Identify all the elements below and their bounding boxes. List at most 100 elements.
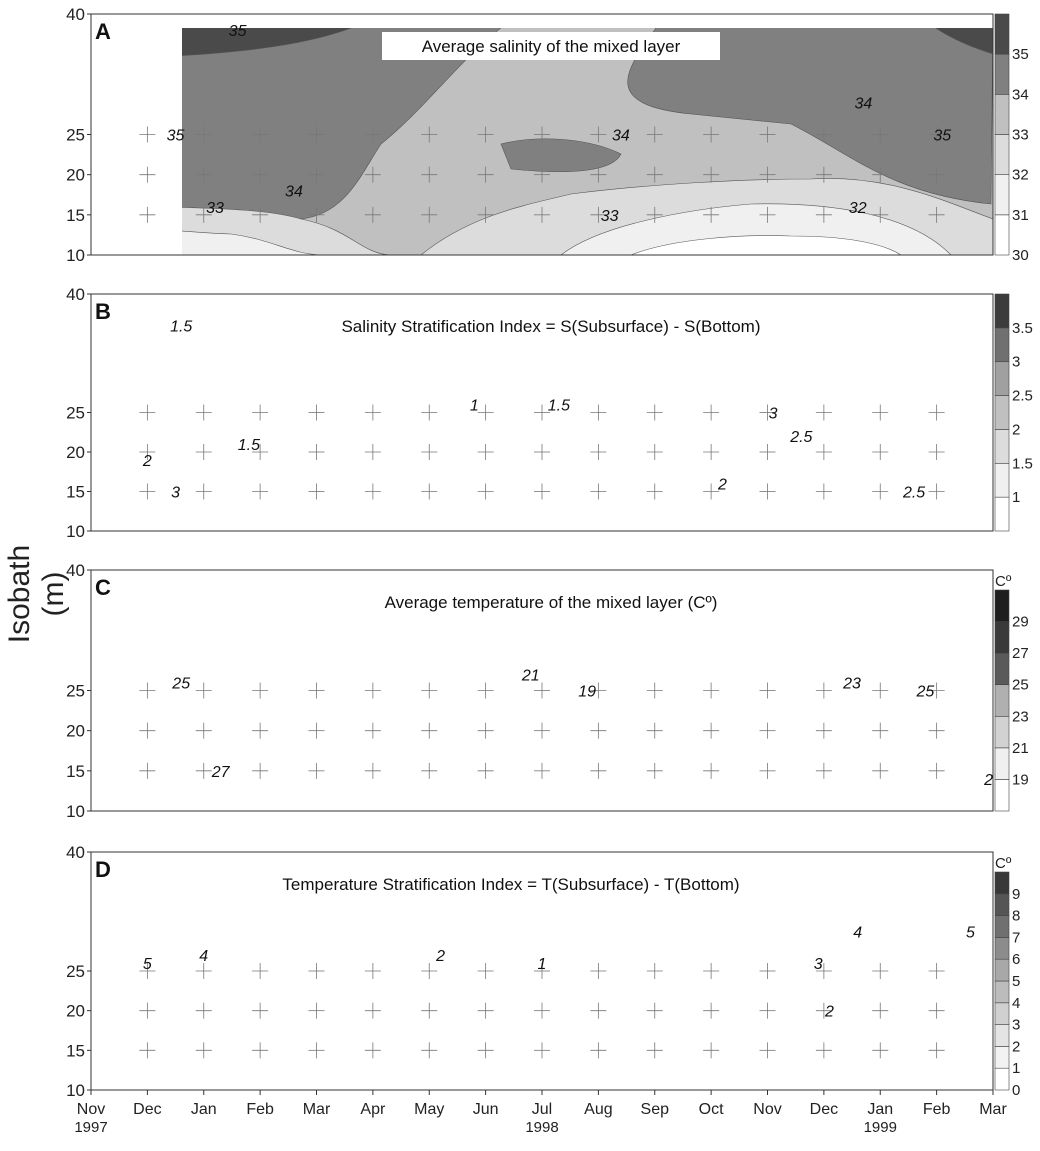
colorbar-swatch bbox=[994, 958, 1010, 982]
colorbar-swatch bbox=[994, 747, 1010, 780]
y-axis-title: Isobath (m) bbox=[3, 544, 70, 644]
contour-label: 2 bbox=[435, 948, 445, 965]
contour-region bbox=[671, 383, 852, 434]
colorbar-tick-label: 21 bbox=[1012, 740, 1029, 757]
contour-region bbox=[91, 995, 261, 1090]
y-tick-label: 10 bbox=[66, 246, 85, 265]
x-tick-year: 1999 bbox=[864, 1119, 897, 1136]
x-tick-month: Aug bbox=[584, 1101, 612, 1118]
contour-label: 35 bbox=[229, 23, 247, 40]
panel-letter: D bbox=[95, 857, 111, 882]
panel-title: Average temperature of the mixed layer (… bbox=[385, 593, 718, 612]
contour-region bbox=[91, 677, 321, 811]
x-tick-month: Dec bbox=[810, 1101, 838, 1118]
panel-title: Salinity Stratification Index = S(Subsur… bbox=[341, 317, 760, 336]
colorbar-swatch bbox=[994, 715, 1010, 749]
contour-label: 35 bbox=[167, 128, 185, 145]
colorbar-swatch bbox=[994, 915, 1010, 938]
contour-label: 3 bbox=[769, 406, 778, 423]
colorbar-tick-label: 9 bbox=[1012, 886, 1020, 903]
contour-label: 34 bbox=[854, 95, 872, 112]
contour-region bbox=[601, 465, 993, 531]
colorbar-swatch bbox=[994, 893, 1010, 916]
y-tick-label: 25 bbox=[66, 126, 85, 145]
colorbar-tick-label: 3.5 bbox=[1012, 320, 1033, 337]
y-tick-label: 20 bbox=[66, 166, 85, 185]
colorbar-tick-label: 5 bbox=[1012, 973, 1020, 990]
colorbar-tick-label: 4 bbox=[1012, 995, 1020, 1012]
panel-letter: A bbox=[95, 19, 111, 44]
contour-region bbox=[111, 937, 241, 974]
y-tick-label: 15 bbox=[66, 1041, 85, 1060]
contour-label: 33 bbox=[206, 200, 224, 217]
contour-region bbox=[911, 852, 993, 902]
colorbar-swatch bbox=[994, 937, 1010, 960]
contour-label: 2 bbox=[717, 477, 727, 494]
contour-label: 2.5 bbox=[789, 429, 812, 446]
x-tick-month: Apr bbox=[360, 1101, 386, 1118]
contour-label: 3 bbox=[171, 485, 180, 502]
contour-region bbox=[630, 235, 903, 256]
colorbar-swatch bbox=[994, 1067, 1010, 1091]
x-tick-month: Mar bbox=[979, 1101, 1007, 1118]
panel-title-box bbox=[382, 32, 720, 60]
panel-letter: B bbox=[95, 299, 111, 324]
y-tick-label: 40 bbox=[66, 285, 85, 304]
colorbar-swatch bbox=[994, 134, 1010, 175]
contour-region bbox=[500, 138, 622, 173]
contour-label: 33 bbox=[601, 208, 619, 225]
colorbar-tick-label: 25 bbox=[1012, 677, 1029, 694]
colorbar-unit: Cº bbox=[995, 855, 1012, 872]
colorbar-tick-label: 23 bbox=[1012, 708, 1029, 725]
panel-title-box bbox=[227, 870, 795, 898]
contour-label: 4 bbox=[853, 924, 862, 941]
colorbar-swatch bbox=[994, 684, 1010, 717]
panel-B: 10 15 20 25 40 B Salinity Stratification Index… bbox=[66, 285, 1033, 541]
x-tick-month: Nov bbox=[77, 1101, 105, 1118]
x-tick-month: Jan bbox=[867, 1101, 893, 1118]
colorbar-tick-label: 3 bbox=[1012, 1017, 1020, 1034]
contour-label: 3 bbox=[814, 956, 823, 973]
x-tick-month: Jun bbox=[473, 1101, 499, 1118]
colorbar-unit: Cº bbox=[995, 573, 1012, 590]
contour-region bbox=[91, 852, 241, 928]
x-tick-month: Nov bbox=[753, 1101, 781, 1118]
contour-label: 34 bbox=[612, 128, 630, 145]
panel-title: Temperature Stratification Index = T(Sub… bbox=[282, 875, 739, 894]
colorbar-tick-label: 30 bbox=[1012, 247, 1029, 264]
contour-region bbox=[891, 750, 993, 811]
y-tick-label: 15 bbox=[66, 483, 85, 502]
x-tick-month: Oct bbox=[699, 1101, 724, 1118]
contour-region bbox=[131, 570, 321, 583]
colorbar-swatch bbox=[994, 395, 1010, 430]
colorbar-tick-label: 3 bbox=[1012, 354, 1020, 371]
colorbar-swatch bbox=[994, 621, 1010, 654]
colorbar-swatch bbox=[994, 871, 1010, 895]
colorbar-tick-label: 2 bbox=[1012, 421, 1020, 438]
y-tick-label: 10 bbox=[66, 802, 85, 821]
contour-label: 1 bbox=[538, 956, 547, 973]
x-tick-month: Sep bbox=[641, 1101, 670, 1118]
x-tick-year: 1997 bbox=[74, 1119, 107, 1136]
colorbar-swatch bbox=[994, 496, 1010, 532]
colorbar-swatch bbox=[994, 293, 1010, 329]
contour-label: 34 bbox=[285, 184, 303, 201]
x-tick-year: 1998 bbox=[525, 1119, 558, 1136]
contour-region bbox=[91, 334, 251, 439]
y-tick-label: 20 bbox=[66, 1002, 85, 1021]
colorbar-swatch bbox=[994, 1002, 1010, 1025]
colorbar-swatch bbox=[994, 652, 1010, 686]
colorbar-tick-label: 27 bbox=[1012, 645, 1029, 662]
colorbar-tick-label: 8 bbox=[1012, 908, 1020, 925]
colorbar-tick-label: 1 bbox=[1012, 489, 1020, 506]
panel-title: Average salinity of the mixed layer bbox=[422, 37, 681, 56]
panel-title-box bbox=[345, 588, 757, 616]
colorbar-tick-label: 1 bbox=[1012, 1060, 1020, 1077]
colorbar-swatch bbox=[994, 94, 1010, 135]
contour-label: 2 bbox=[142, 453, 152, 470]
contour-label: 27 bbox=[211, 764, 231, 781]
contour-label: 1 bbox=[470, 398, 479, 415]
colorbar-tick-label: 29 bbox=[1012, 614, 1029, 631]
